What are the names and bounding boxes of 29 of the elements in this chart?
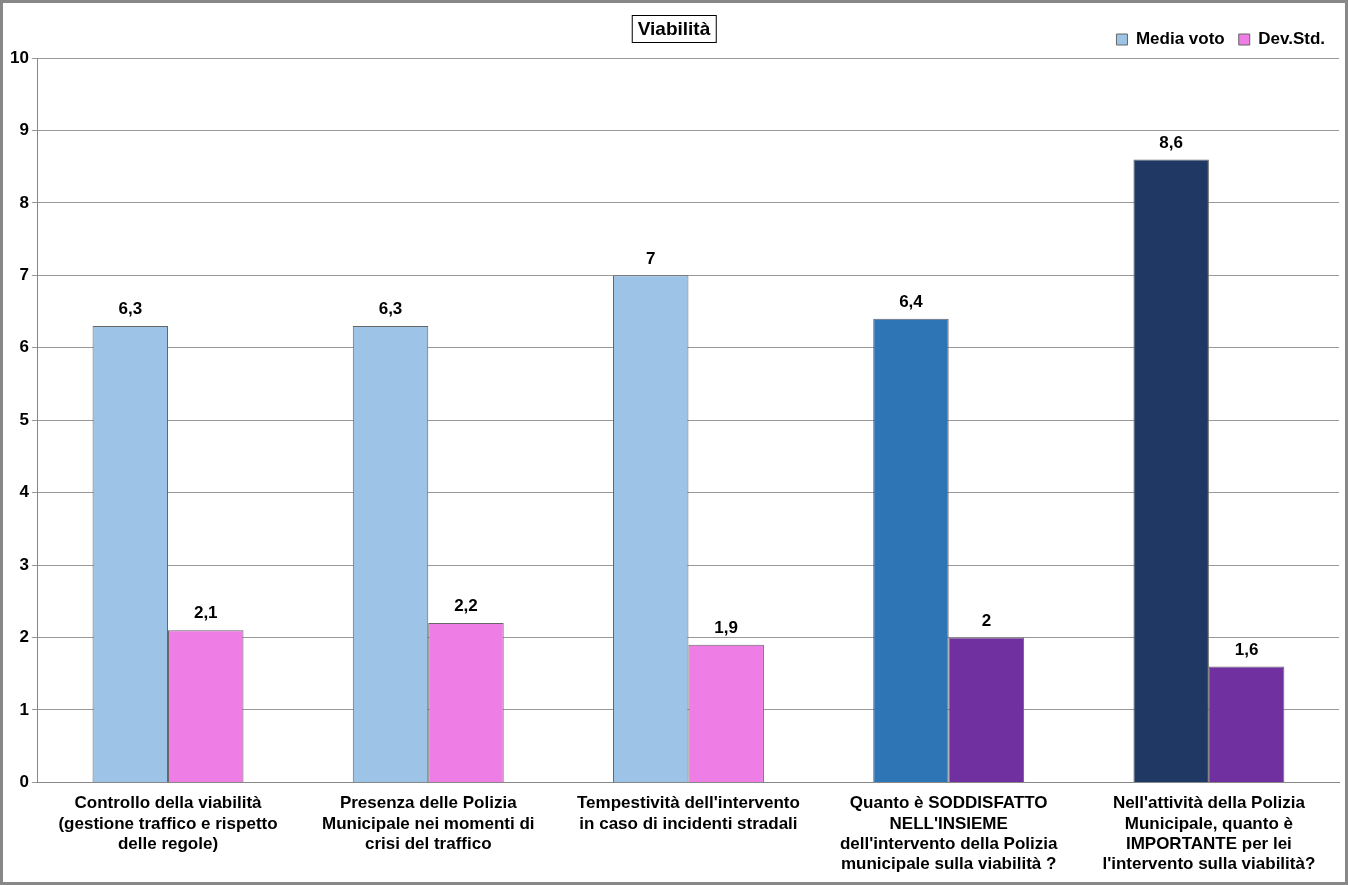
legend-label: Media voto xyxy=(1135,29,1225,49)
y-tick-label: 2 xyxy=(19,627,29,647)
x-tick-label: Nell'attività della Polizia Municipale, quanto è IMPORTANTE per lei l'intervento sulla viabilità? xyxy=(1102,793,1316,874)
y-tick-label: 0 xyxy=(19,772,29,792)
y-tick-label: 6 xyxy=(19,337,29,357)
data-label: 2,1 xyxy=(193,603,218,623)
data-label: 2,2 xyxy=(454,596,478,616)
y-tick-label: 10 xyxy=(9,47,29,67)
x-tick-label: Quanto è SODDISFATTO NELL'INSIEME dell'intervento della Polizia municipale sulla viabilità ? xyxy=(839,793,1058,874)
y-tick-label: 4 xyxy=(19,482,30,502)
y-tick-label: 8 xyxy=(19,192,29,212)
x-tick-label: Controllo della viabilità (gestione traffico e rispetto delle regole) xyxy=(58,793,278,854)
y-tick-label: 9 xyxy=(19,120,29,140)
data-label: 2 xyxy=(981,610,992,630)
chart-title: Viabilità xyxy=(631,15,717,43)
data-label: 1,6 xyxy=(1234,639,1259,659)
data-label: 7 xyxy=(645,248,656,268)
data-label: 6,3 xyxy=(378,299,403,319)
data-label: 6,4 xyxy=(899,291,924,311)
y-tick-label: 1 xyxy=(19,699,29,719)
legend-label: Dev.Std. xyxy=(1258,29,1326,49)
data-label: 6,3 xyxy=(118,299,143,319)
data-label: 1,9 xyxy=(714,617,739,637)
x-tick-label: Presenza delle Polizia Municipale nei momenti di crisi del traffico xyxy=(321,793,535,854)
y-tick-label: 5 xyxy=(19,409,29,429)
data-label: 8,6 xyxy=(1159,132,1183,152)
y-tick-label: 3 xyxy=(19,554,29,574)
y-tick-label: 7 xyxy=(19,265,29,285)
x-tick-label: Tempestività dell'intervento in caso di incidenti stradali xyxy=(577,793,800,833)
